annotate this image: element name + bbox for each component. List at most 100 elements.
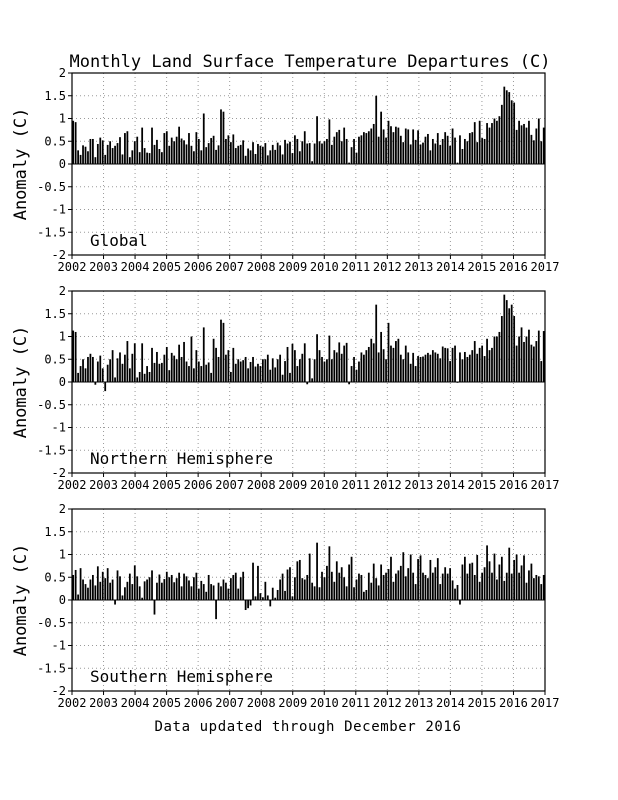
x-tick-label: 2007: [215, 696, 244, 710]
bar: [247, 368, 249, 382]
bar: [94, 157, 97, 164]
bar: [358, 136, 360, 164]
bar: [399, 565, 402, 601]
bar: [89, 353, 92, 382]
bar: [77, 372, 79, 382]
bar: [77, 594, 79, 600]
bar: [269, 369, 272, 382]
bar: [417, 356, 419, 382]
bar: [397, 570, 400, 600]
bar: [128, 573, 131, 600]
bar: [380, 331, 383, 382]
bar: [464, 556, 466, 600]
bar: [286, 569, 289, 600]
bar: [244, 155, 247, 164]
bar: [74, 569, 77, 600]
bar: [205, 591, 208, 600]
bar: [94, 382, 97, 385]
bar: [306, 574, 309, 600]
bar: [286, 346, 289, 382]
bar: [311, 378, 314, 382]
bar: [436, 353, 439, 382]
bar: [528, 329, 530, 382]
y-tick-label: -0.5: [37, 616, 66, 630]
bar: [274, 597, 277, 600]
bar: [525, 582, 528, 600]
bar: [419, 555, 422, 600]
bar: [518, 336, 520, 382]
bar: [444, 132, 447, 164]
bar: [409, 144, 412, 164]
bar: [308, 553, 311, 600]
bar: [116, 570, 119, 600]
bar: [444, 567, 447, 600]
bar: [77, 150, 79, 164]
bar: [133, 565, 136, 600]
bar: [493, 118, 496, 164]
bar: [343, 577, 346, 600]
bar: [200, 150, 203, 164]
x-tick-label: 2015: [467, 478, 496, 492]
bar: [158, 363, 161, 382]
bar: [419, 356, 422, 382]
bar: [491, 347, 493, 383]
bar: [486, 545, 488, 600]
bar: [365, 133, 368, 164]
bar: [530, 344, 533, 382]
bar: [496, 120, 498, 164]
bar: [284, 139, 286, 164]
bar: [128, 157, 131, 164]
bar: [126, 341, 129, 382]
bar: [146, 579, 148, 600]
bar: [217, 356, 220, 382]
bar: [264, 359, 267, 382]
bar: [244, 356, 247, 382]
bar: [335, 561, 338, 600]
y-axis-label: Anomaly (C): [11, 544, 31, 657]
bar: [372, 343, 375, 382]
bar: [133, 343, 136, 382]
bar-series: [72, 294, 545, 392]
bar: [133, 141, 136, 164]
bar: [466, 356, 469, 382]
bar: [111, 148, 114, 164]
bar: [414, 366, 417, 382]
bar: [289, 141, 291, 164]
bar: [212, 338, 215, 382]
bar: [212, 585, 215, 600]
bar: [323, 577, 326, 600]
bar: [345, 586, 348, 600]
bar: [395, 126, 397, 164]
bar: [202, 584, 205, 600]
bar: [486, 123, 488, 164]
bar: [220, 586, 222, 600]
y-axis-label: Anomaly (C): [11, 326, 31, 439]
bar: [377, 585, 380, 600]
x-tick-label: 2005: [152, 696, 181, 710]
bar: [478, 347, 481, 383]
bar: [326, 138, 328, 164]
bar: [409, 554, 412, 600]
bar: [284, 361, 286, 382]
bar: [382, 129, 385, 164]
bar: [358, 573, 360, 600]
bar: [111, 579, 114, 600]
bar: [119, 137, 121, 164]
bar: [483, 567, 486, 600]
bar: [498, 331, 501, 382]
bar: [237, 588, 240, 601]
bar: [82, 145, 84, 164]
bar: [178, 126, 180, 164]
bar: [141, 597, 144, 600]
bar: [513, 316, 516, 382]
bar: [232, 347, 235, 383]
bar: [151, 347, 153, 383]
x-tick-label: 2004: [121, 696, 150, 710]
bar: [109, 359, 112, 382]
bar: [222, 322, 225, 382]
bar: [175, 359, 178, 382]
bar: [160, 152, 163, 164]
bar: [225, 138, 227, 164]
